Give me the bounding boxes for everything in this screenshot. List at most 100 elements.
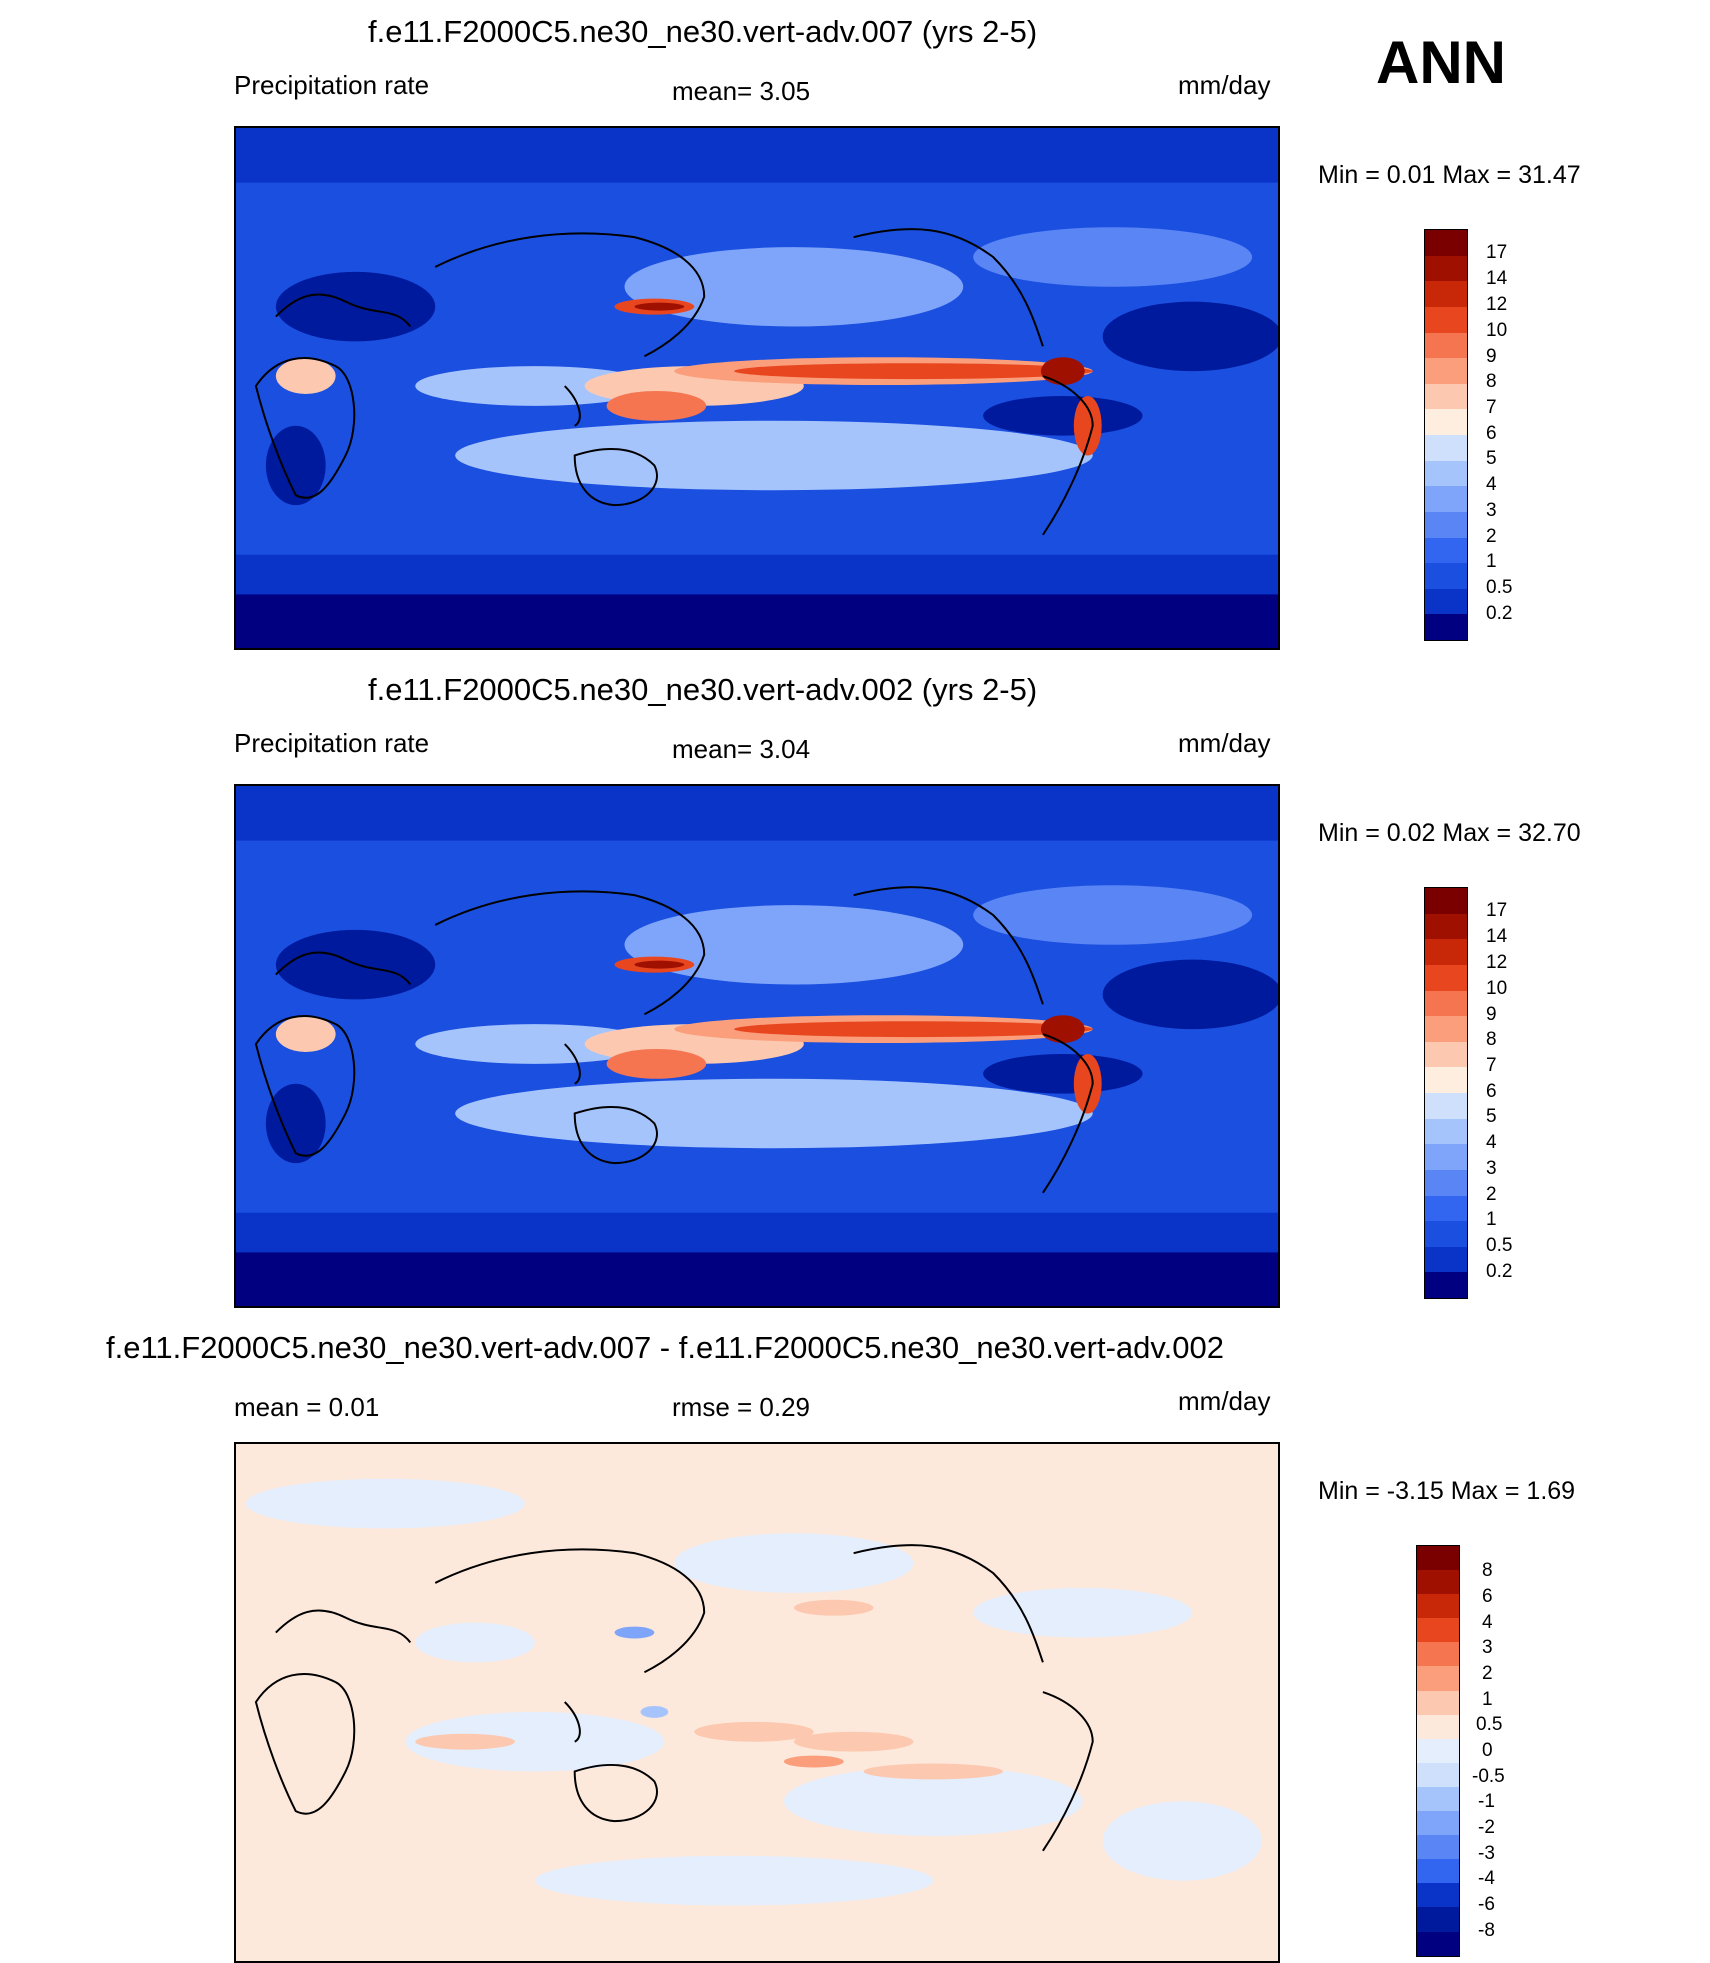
colorbar-label: 1 [1486, 1209, 1497, 1230]
colorbar-label: 2 [1482, 1663, 1493, 1684]
colorbar-label: 8 [1486, 1029, 1497, 1050]
panel-2-units: mm/day [1178, 728, 1271, 758]
cb-swatch [1425, 588, 1467, 615]
cb-swatch [1417, 1666, 1459, 1691]
colorbar-label: 4 [1486, 474, 1497, 495]
colorbar-label: 17 [1486, 242, 1508, 263]
cb-swatch [1425, 888, 1467, 914]
cb-swatch [1417, 1594, 1459, 1619]
colorbar-label: 0.5 [1486, 1235, 1513, 1256]
panel-1-title: f.e11.F2000C5.ne30_ne30.vert-adv.007 (yr… [368, 14, 1038, 49]
colorbar-label: 2 [1486, 1184, 1497, 1205]
panel-1-colorbar [1424, 229, 1468, 641]
panel-3-units: mm/day [1178, 1386, 1271, 1416]
colorbar-label: -0.5 [1472, 1766, 1505, 1787]
colorbar-label: 8 [1482, 1560, 1493, 1581]
colorbar-label: 10 [1486, 320, 1508, 341]
cb-swatch [1417, 1714, 1459, 1739]
panel-2-variable-label: Precipitation rate [234, 728, 430, 758]
panel-1-units: mm/day [1178, 70, 1271, 100]
cb-swatch [1417, 1786, 1459, 1812]
cb-swatch [1417, 1907, 1459, 1932]
cb-swatch [1417, 1835, 1459, 1860]
cb-swatch [1425, 990, 1467, 1017]
colorbar-label: 4 [1486, 1132, 1497, 1153]
colorbar-label: 3 [1486, 500, 1497, 521]
cb-swatch [1425, 511, 1467, 538]
colorbar-label: 6 [1482, 1586, 1493, 1607]
cb-swatch [1425, 537, 1467, 564]
cb-swatch [1425, 332, 1467, 359]
panel-2-colorbar [1424, 887, 1468, 1299]
cb-swatch [1425, 964, 1467, 991]
colorbar-label: 1 [1486, 551, 1497, 572]
precip-map-1 [236, 128, 1278, 648]
cb-swatch [1417, 1811, 1459, 1836]
panel-2-mean-label: mean= 3.04 [672, 734, 811, 764]
precip-map-2 [236, 786, 1278, 1306]
colorbar-label: 4 [1482, 1612, 1493, 1633]
cb-swatch [1425, 281, 1467, 307]
colorbar-label: 2 [1486, 526, 1497, 547]
colorbar-label: -4 [1478, 1868, 1495, 1889]
cb-swatch [1425, 306, 1467, 333]
cb-swatch [1425, 614, 1467, 640]
colorbar-label: 5 [1486, 1106, 1497, 1127]
panel-1-variable-label: Precipitation rate [234, 70, 430, 100]
cb-swatch [1425, 939, 1467, 965]
colorbar-label: 0.2 [1486, 603, 1513, 624]
cb-swatch [1417, 1859, 1459, 1884]
colorbar-label: -8 [1478, 1920, 1495, 1941]
panel-3-title: f.e11.F2000C5.ne30_ne30.vert-adv.007 - f… [106, 1330, 1224, 1365]
cb-swatch [1425, 358, 1467, 384]
colorbar-label: 0.5 [1486, 577, 1513, 598]
cb-swatch [1417, 1642, 1459, 1667]
cb-swatch [1425, 1221, 1467, 1247]
colorbar-label: 14 [1486, 268, 1508, 289]
panel-3-rmse-label: rmse = 0.29 [672, 1392, 811, 1422]
cb-swatch [1417, 1546, 1459, 1571]
colorbar-label: -2 [1478, 1817, 1495, 1838]
cb-swatch [1425, 1016, 1467, 1042]
cb-swatch [1417, 1570, 1459, 1595]
cb-swatch [1417, 1618, 1459, 1643]
colorbar-label: -6 [1478, 1894, 1495, 1915]
colorbar-label: 14 [1486, 926, 1508, 947]
colorbar-label: -1 [1478, 1791, 1495, 1812]
colorbar-label: -3 [1478, 1843, 1495, 1864]
colorbar-label: 9 [1486, 1004, 1497, 1025]
cb-swatch [1425, 435, 1467, 461]
cb-swatch [1425, 255, 1467, 282]
colorbar-label: 0.5 [1476, 1714, 1503, 1735]
cb-swatch [1425, 1169, 1467, 1196]
cb-swatch [1425, 1093, 1467, 1119]
cb-swatch [1425, 1272, 1467, 1298]
panel-3-colorbar [1416, 1545, 1460, 1957]
colorbar-label: 8 [1486, 371, 1497, 392]
colorbar-label: 3 [1486, 1158, 1497, 1179]
cb-swatch [1425, 913, 1467, 940]
colorbar-label: 17 [1486, 900, 1508, 921]
cb-swatch [1425, 563, 1467, 589]
colorbar-label: 7 [1486, 397, 1497, 418]
panel-3-map [234, 1442, 1280, 1963]
colorbar-label: 12 [1486, 294, 1508, 315]
colorbar-label: 3 [1482, 1637, 1493, 1658]
panel-2-map [234, 784, 1280, 1308]
panel-3-mean-label: mean = 0.01 [234, 1392, 380, 1422]
colorbar-label: 0.2 [1486, 1261, 1513, 1282]
panel-3-minmax: Min = -3.15 Max = 1.69 [1318, 1477, 1576, 1505]
colorbar-label: 5 [1486, 448, 1497, 469]
panel-1-minmax: Min = 0.01 Max = 31.47 [1318, 161, 1581, 189]
panel-1-mean-label: mean= 3.05 [672, 76, 811, 106]
colorbar-label: 6 [1486, 1081, 1497, 1102]
cb-swatch [1417, 1690, 1459, 1715]
cb-swatch [1425, 1118, 1467, 1145]
panel-2-title: f.e11.F2000C5.ne30_ne30.vert-adv.002 (yr… [368, 672, 1038, 707]
cb-swatch [1417, 1883, 1459, 1908]
cb-swatch [1425, 1067, 1467, 1093]
cb-swatch [1417, 1931, 1459, 1956]
cb-swatch [1417, 1738, 1459, 1763]
difference-map [236, 1444, 1278, 1961]
cb-swatch [1425, 1195, 1467, 1222]
